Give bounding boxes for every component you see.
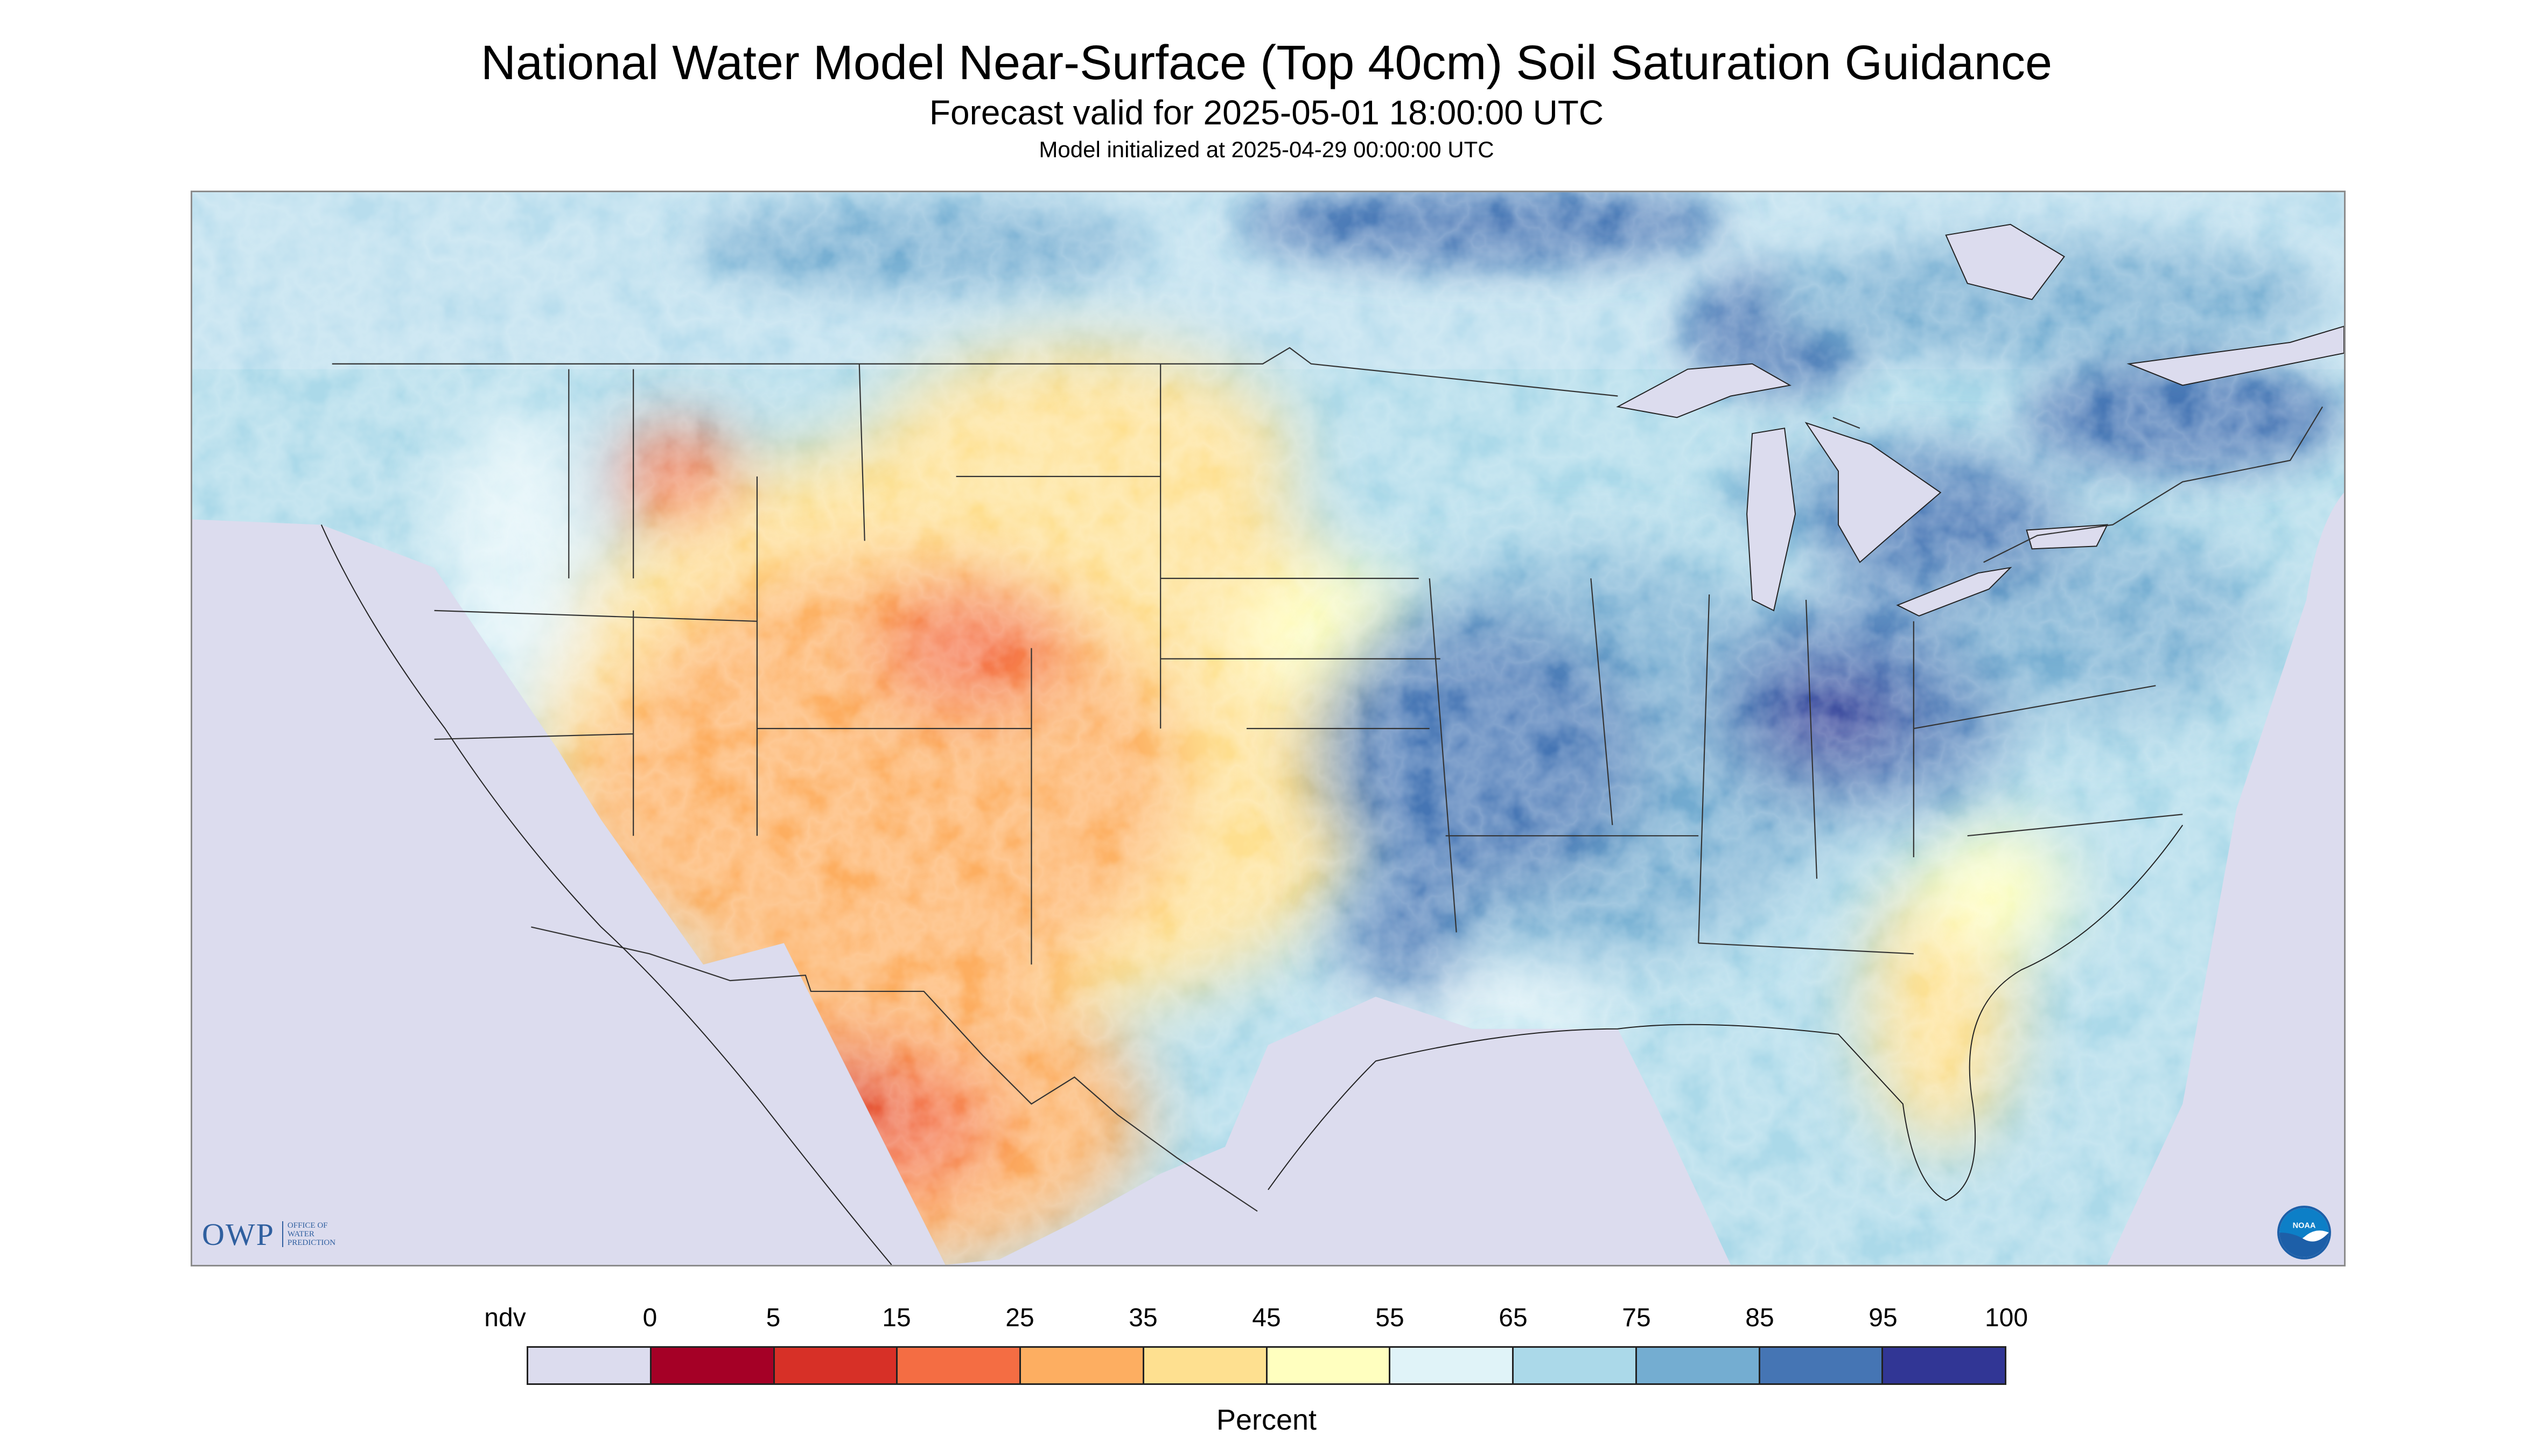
us-canada-border-east — [1832, 406, 2323, 563]
noaa-logo: NOAA — [2277, 1206, 2331, 1259]
soil-saturation-map[interactable]: OWP Office of Water Prediction NOAA — [191, 191, 2346, 1266]
pacific-coastline — [320, 524, 892, 1265]
legend-tick-label: 95 — [1869, 1304, 1898, 1332]
boundaries-layer — [332, 347, 2323, 1212]
lakes-layer — [1616, 223, 2344, 617]
legend-tick-label: 35 — [1129, 1304, 1158, 1332]
lake-erie — [1896, 566, 2012, 617]
legend-color-cell — [1267, 1348, 1391, 1383]
legend-color-cell — [1021, 1348, 1144, 1383]
legend-tick-label: 45 — [1252, 1304, 1281, 1332]
legend-tick-label: 100 — [1984, 1304, 2028, 1332]
map-canvas — [192, 192, 2344, 1265]
lake-michigan — [1746, 428, 1796, 612]
lake-ontario — [2026, 524, 2109, 550]
legend-color-cell — [1883, 1348, 2005, 1383]
owp-logo-text: OWP — [202, 1216, 275, 1252]
legend-tick-label: 85 — [1745, 1304, 1774, 1332]
forecast-valid-subtitle: Forecast valid for 2025-05-01 18:00:00 U… — [929, 93, 1604, 132]
owp-subtitle-line-3: Prediction — [287, 1238, 336, 1247]
legend-tick-label: ndv — [484, 1304, 526, 1332]
legend-color-cell — [898, 1348, 1021, 1383]
owp-logo-subtitle: Office of Water Prediction — [282, 1221, 335, 1247]
us-canada-border — [332, 347, 1618, 397]
legend-tick-label: 75 — [1622, 1304, 1651, 1332]
lake-huron — [1804, 422, 1942, 563]
legend-tick-label: 55 — [1375, 1304, 1404, 1332]
legend-color-cell — [1636, 1348, 1760, 1383]
legend-tick-label: 65 — [1499, 1304, 1528, 1332]
legend-color-cell — [774, 1348, 898, 1383]
legend-color-cell — [528, 1348, 652, 1383]
legend-color-cell — [651, 1348, 775, 1383]
gulf-atlantic-coastline — [1268, 824, 2184, 1201]
owp-subtitle-line-1: Office of — [287, 1221, 328, 1230]
legend-tick-label: 15 — [882, 1304, 911, 1332]
st-lawrence-water — [2126, 325, 2344, 386]
owp-subtitle-line-2: Water — [287, 1230, 314, 1238]
map-title: National Water Model Near-Surface (Top 4… — [480, 36, 2052, 90]
legend-unit-label: Percent — [1216, 1404, 1317, 1436]
legend-tick-label: 25 — [1005, 1304, 1034, 1332]
model-init-line: Model initialized at 2025-04-29 00:00:00… — [1039, 137, 1494, 162]
legend-color-cell — [1760, 1348, 1884, 1383]
owp-logo: OWP Office of Water Prediction — [202, 1213, 335, 1256]
us-mexico-border — [531, 926, 1258, 1212]
noaa-logo-text: NOAA — [2293, 1222, 2316, 1230]
lake-superior — [1616, 363, 1792, 418]
legend-tick-label: 0 — [642, 1304, 657, 1332]
legend-tick-label: 5 — [766, 1304, 781, 1332]
lake-nipigon-area — [1945, 223, 2065, 300]
legend-color-cell — [1390, 1348, 1514, 1383]
state-borders — [434, 363, 2183, 965]
legend-colorbar — [527, 1346, 2006, 1385]
legend-color-cell — [1514, 1348, 1637, 1383]
legend-color-cell — [1144, 1348, 1268, 1383]
